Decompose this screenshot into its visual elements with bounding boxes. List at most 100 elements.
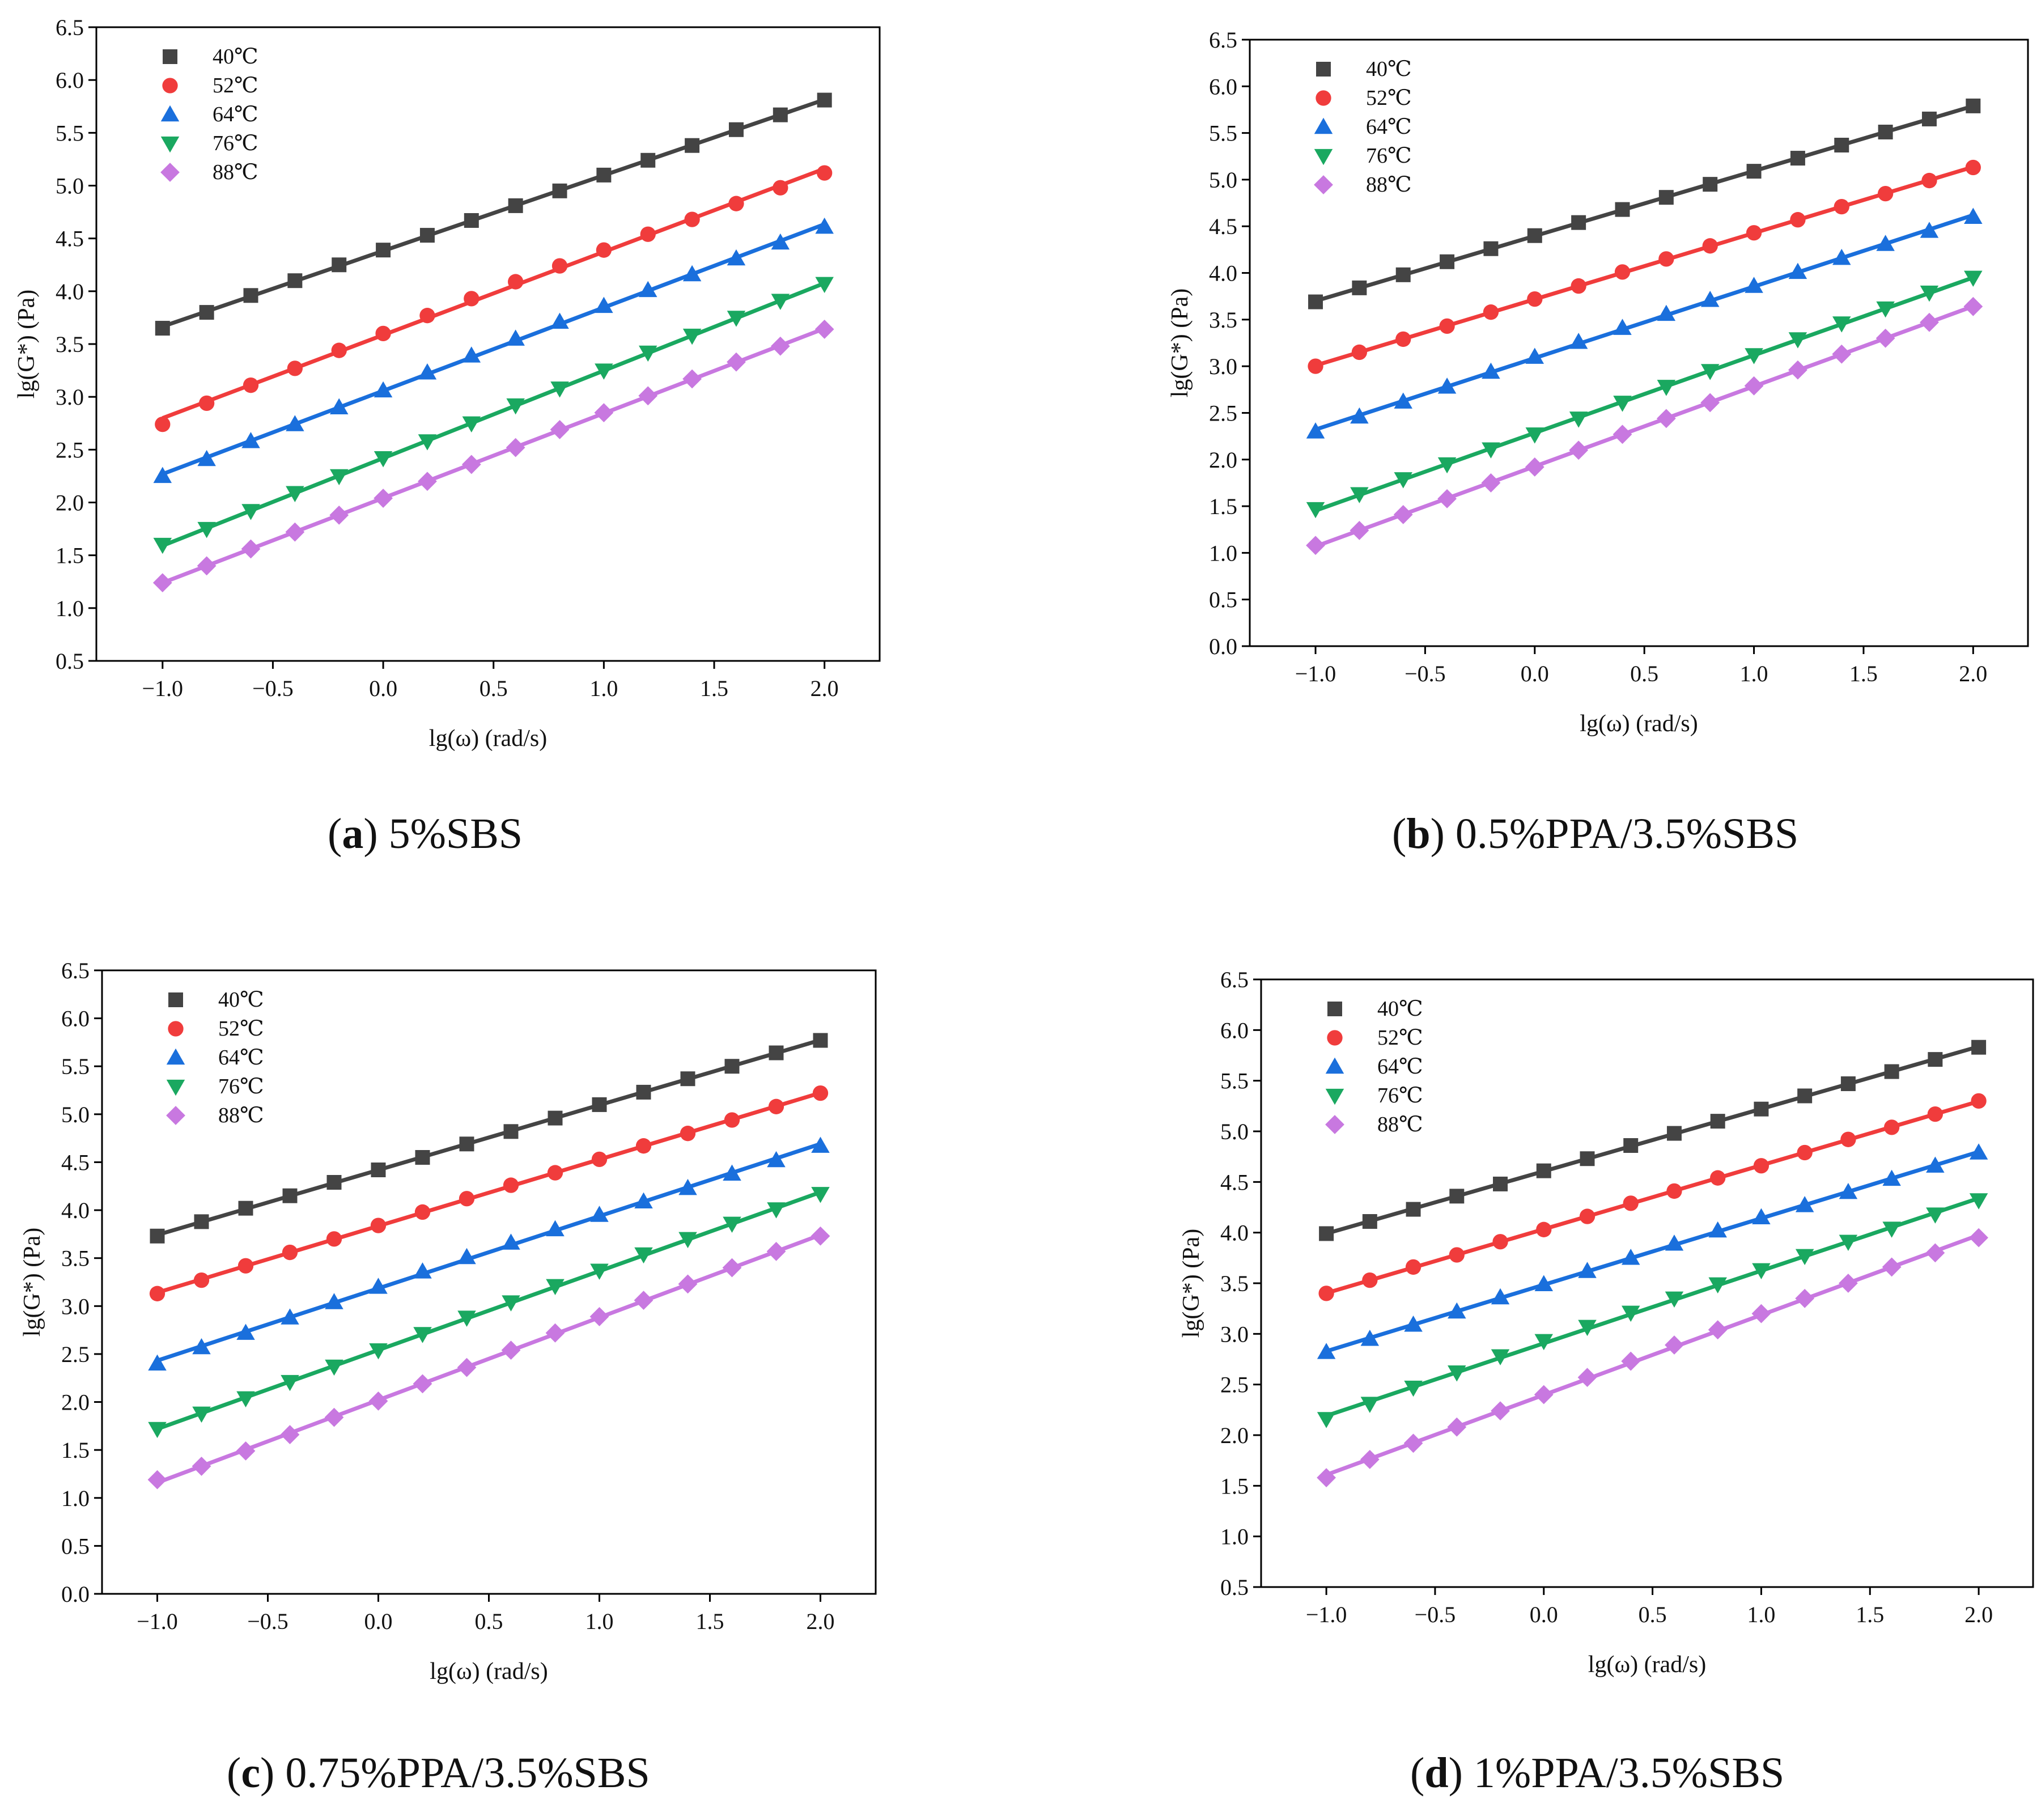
data-point-76 bbox=[1317, 1412, 1336, 1428]
data-point-88 bbox=[1882, 1257, 1902, 1277]
data-point-52 bbox=[1753, 1158, 1770, 1174]
y-tick-label: 6.5 bbox=[1209, 27, 1237, 53]
y-tick-label: 5.5 bbox=[56, 120, 84, 146]
y-tick-label: 5.5 bbox=[61, 1054, 90, 1079]
y-tick-label: 3.0 bbox=[1220, 1321, 1249, 1347]
data-point-40 bbox=[287, 273, 303, 289]
data-point-52 bbox=[198, 395, 215, 411]
data-point-40 bbox=[728, 122, 744, 137]
caption-letter: b bbox=[1406, 810, 1431, 858]
data-point-64 bbox=[634, 1192, 653, 1209]
data-point-64 bbox=[325, 1293, 343, 1309]
data-point-52 bbox=[331, 342, 347, 358]
legend-marker-40 bbox=[1327, 1002, 1342, 1016]
data-point-88 bbox=[329, 505, 349, 525]
data-point-40 bbox=[1362, 1214, 1377, 1229]
y-tick-label: 2.0 bbox=[56, 490, 84, 516]
data-point-76 bbox=[374, 451, 393, 468]
data-point-76 bbox=[1969, 1193, 1988, 1210]
x-tick-label: 0.5 bbox=[1639, 1602, 1667, 1627]
data-point-40 bbox=[332, 257, 347, 273]
data-point-40 bbox=[1703, 177, 1718, 192]
data-point-52 bbox=[1527, 291, 1543, 307]
data-point-64 bbox=[1665, 1234, 1684, 1251]
data-point-40 bbox=[1921, 111, 1937, 126]
data-point-88 bbox=[147, 1470, 167, 1490]
legend-marker-76 bbox=[166, 1079, 185, 1096]
data-point-40 bbox=[769, 1045, 784, 1060]
y-tick-label: 1.0 bbox=[1220, 1524, 1249, 1550]
data-point-40 bbox=[1527, 228, 1542, 243]
data-point-40 bbox=[199, 305, 214, 320]
data-point-40 bbox=[282, 1188, 298, 1203]
legend-marker-76 bbox=[160, 136, 180, 153]
y-tick-label: 4.0 bbox=[56, 279, 84, 304]
data-point-88 bbox=[374, 489, 393, 508]
data-point-64 bbox=[462, 346, 481, 363]
data-point-76 bbox=[286, 486, 304, 502]
legend-label-88: 88℃ bbox=[218, 1104, 264, 1127]
data-point-88 bbox=[236, 1441, 256, 1461]
series-line-64 bbox=[1314, 213, 1974, 432]
legend-label-64: 64℃ bbox=[1377, 1055, 1423, 1079]
data-point-52 bbox=[1439, 318, 1455, 334]
series-line-88 bbox=[1314, 304, 1974, 549]
data-point-52 bbox=[635, 1138, 652, 1154]
data-point-88 bbox=[770, 336, 790, 356]
data-point-88 bbox=[811, 1226, 830, 1246]
data-point-52 bbox=[414, 1204, 431, 1220]
legend-label-88: 88℃ bbox=[1366, 173, 1412, 197]
data-point-76 bbox=[546, 1279, 565, 1296]
data-point-64 bbox=[1437, 377, 1457, 394]
data-point-76 bbox=[1882, 1221, 1901, 1238]
data-point-76 bbox=[590, 1263, 609, 1280]
x-tick-label: 0.0 bbox=[364, 1609, 393, 1634]
data-point-40 bbox=[685, 138, 700, 153]
data-point-52 bbox=[1658, 251, 1674, 267]
data-point-64 bbox=[1969, 1143, 1988, 1160]
x-tick-label: −0.5 bbox=[252, 676, 294, 701]
data-point-40 bbox=[1746, 164, 1762, 179]
data-point-88 bbox=[1577, 1368, 1597, 1388]
y-tick-label: 3.0 bbox=[56, 384, 84, 410]
x-tick-label: 0.0 bbox=[1530, 1602, 1558, 1627]
y-tick-label: 1.0 bbox=[61, 1486, 90, 1511]
data-point-64 bbox=[413, 1262, 432, 1279]
y-axis-label: lg(G*) (Pa) bbox=[19, 1228, 45, 1337]
data-point-40 bbox=[1571, 215, 1586, 230]
data-point-64 bbox=[1482, 362, 1500, 379]
y-tick-label: 4.0 bbox=[1220, 1220, 1249, 1246]
data-point-64 bbox=[286, 415, 304, 431]
y-tick-label: 2.5 bbox=[1209, 400, 1237, 426]
data-point-64 bbox=[1621, 1249, 1640, 1265]
data-point-64 bbox=[1569, 333, 1588, 349]
data-point-64 bbox=[771, 233, 790, 250]
data-point-52 bbox=[684, 211, 700, 227]
data-point-88 bbox=[1491, 1401, 1510, 1421]
data-point-52 bbox=[1579, 1208, 1596, 1224]
data-point-76 bbox=[550, 381, 569, 398]
data-point-64 bbox=[1920, 222, 1939, 238]
x-tick-label: −0.5 bbox=[1404, 661, 1446, 686]
y-axis-label: lg(G*) (Pa) bbox=[1178, 1229, 1204, 1338]
y-tick-label: 4.5 bbox=[56, 226, 84, 252]
x-tick-label: −0.5 bbox=[247, 1609, 288, 1634]
data-point-76 bbox=[1839, 1234, 1858, 1251]
data-point-76 bbox=[678, 1232, 697, 1249]
data-point-76 bbox=[1832, 316, 1851, 333]
data-point-52 bbox=[1492, 1234, 1508, 1250]
data-point-64 bbox=[329, 398, 349, 414]
x-tick-label: 0.0 bbox=[369, 676, 397, 701]
data-point-88 bbox=[727, 352, 746, 372]
data-point-40 bbox=[724, 1059, 740, 1074]
series-line-88 bbox=[162, 326, 825, 585]
x-tick-label: −1.0 bbox=[142, 676, 184, 701]
data-point-40 bbox=[1580, 1151, 1595, 1166]
y-tick-label: 3.0 bbox=[61, 1293, 90, 1319]
data-point-88 bbox=[506, 438, 525, 457]
data-point-76 bbox=[1795, 1249, 1814, 1266]
data-point-76 bbox=[1708, 1277, 1727, 1294]
legend-marker-76 bbox=[1314, 149, 1333, 166]
x-tick-label: 1.5 bbox=[696, 1609, 724, 1634]
data-point-88 bbox=[1437, 489, 1457, 508]
